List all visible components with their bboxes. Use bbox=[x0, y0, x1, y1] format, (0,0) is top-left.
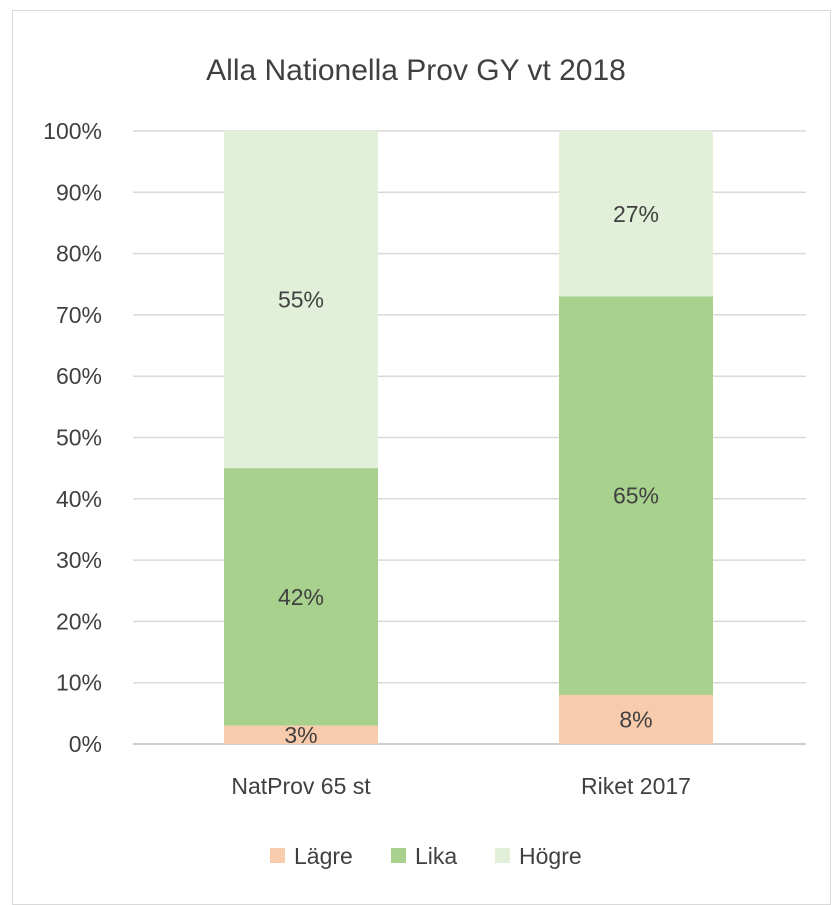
legend-label: Högre bbox=[519, 843, 582, 869]
bar-segment-l-gre bbox=[559, 694, 713, 744]
bar-segment-h-gre bbox=[224, 131, 378, 469]
x-axis-category-labels: NatProv 65 st Riket 2017 bbox=[231, 773, 691, 799]
y-tick-label: 70% bbox=[56, 302, 102, 328]
bar-segment-lika bbox=[559, 296, 713, 695]
chart-title: Alla Nationella Prov GY vt 2018 bbox=[206, 54, 626, 87]
legend-label: Lika bbox=[415, 843, 457, 869]
data-label: 42% bbox=[278, 584, 324, 610]
bars bbox=[224, 131, 713, 744]
y-tick-label: 10% bbox=[56, 670, 102, 696]
data-label: 27% bbox=[613, 201, 659, 227]
y-tick-label: 0% bbox=[69, 731, 102, 757]
x-category-label: NatProv 65 st bbox=[231, 773, 371, 799]
data-labels: 3% 42% 55% 8% 65% 27% bbox=[278, 201, 659, 748]
legend-swatch bbox=[391, 848, 406, 863]
legend-swatch bbox=[270, 848, 285, 863]
bar-segment-l-gre bbox=[224, 725, 378, 744]
data-label: 8% bbox=[619, 706, 652, 732]
data-label: 55% bbox=[278, 287, 324, 313]
x-category-label: Riket 2017 bbox=[581, 773, 691, 799]
bar-segment-h-gre bbox=[559, 131, 713, 297]
y-tick-label: 80% bbox=[56, 241, 102, 267]
y-tick-label: 30% bbox=[56, 547, 102, 573]
y-axis-tick-labels: 0% 10% 20% 30% 40% 50% 60% 70% 80% 90% 100% bbox=[43, 118, 102, 757]
y-tick-label: 100% bbox=[43, 118, 102, 144]
legend-label: Lägre bbox=[294, 843, 353, 869]
legend: Lägre Lika Högre bbox=[270, 843, 582, 869]
y-tick-label: 90% bbox=[56, 179, 102, 205]
bar-segment-lika bbox=[224, 468, 378, 726]
y-tick-label: 60% bbox=[56, 363, 102, 389]
y-tick-label: 50% bbox=[56, 425, 102, 451]
data-label: 65% bbox=[613, 483, 659, 509]
y-tick-label: 20% bbox=[56, 608, 102, 634]
data-label: 3% bbox=[284, 722, 317, 748]
legend-swatch bbox=[495, 848, 510, 863]
y-tick-label: 40% bbox=[56, 486, 102, 512]
